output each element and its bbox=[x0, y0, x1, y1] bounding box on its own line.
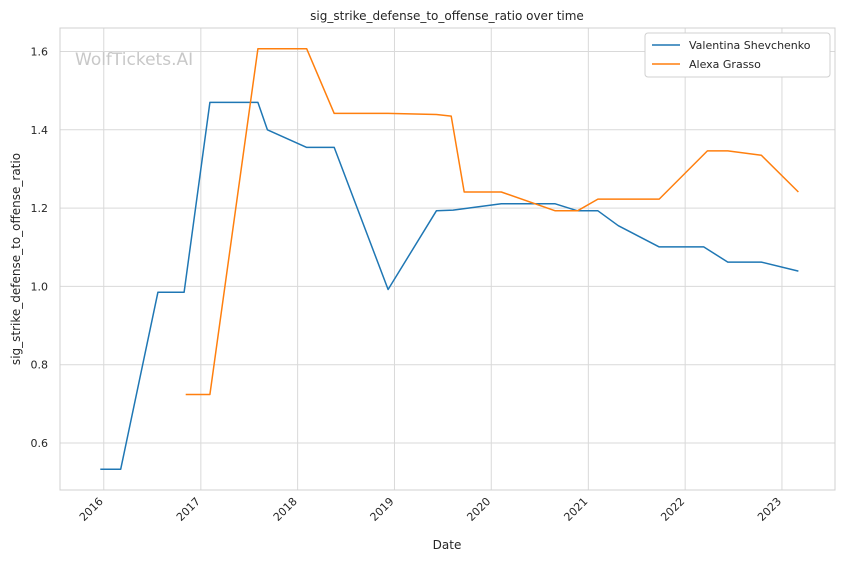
legend-box bbox=[644, 32, 831, 78]
y-tick-label-0-8: 0.8 bbox=[31, 359, 49, 372]
series-lines bbox=[100, 48, 799, 470]
legend: Valentina Shevchenko Alexa Grasso bbox=[644, 32, 831, 78]
y-tick-label-1-0: 1.0 bbox=[31, 280, 49, 293]
series-line-alexa-grasso bbox=[185, 48, 799, 396]
plot-frame bbox=[59, 27, 836, 491]
y-axis-title: sig_strike_defense_to_offense_ratio bbox=[9, 153, 23, 365]
y-tick-labels: 0.6 0.8 1.0 1.2 1.4 1.6 bbox=[31, 45, 49, 450]
x-axis-title: Date bbox=[433, 538, 462, 552]
y-tick-label-1-2: 1.2 bbox=[31, 202, 49, 215]
legend-label-valentina-shevchenko: Valentina Shevchenko bbox=[689, 39, 811, 52]
y-tick-label-0-6: 0.6 bbox=[31, 437, 49, 450]
series-line-valentina-shevchenko bbox=[100, 101, 799, 470]
legend-label-alexa-grasso: Alexa Grasso bbox=[689, 58, 761, 71]
y-tick-label-1-4: 1.4 bbox=[31, 124, 49, 137]
watermark: WolfTickets.AI bbox=[75, 50, 193, 70]
chart-title: sig_strike_defense_to_offense_ratio over… bbox=[310, 9, 584, 23]
y-tick-label-1-6: 1.6 bbox=[31, 45, 49, 58]
